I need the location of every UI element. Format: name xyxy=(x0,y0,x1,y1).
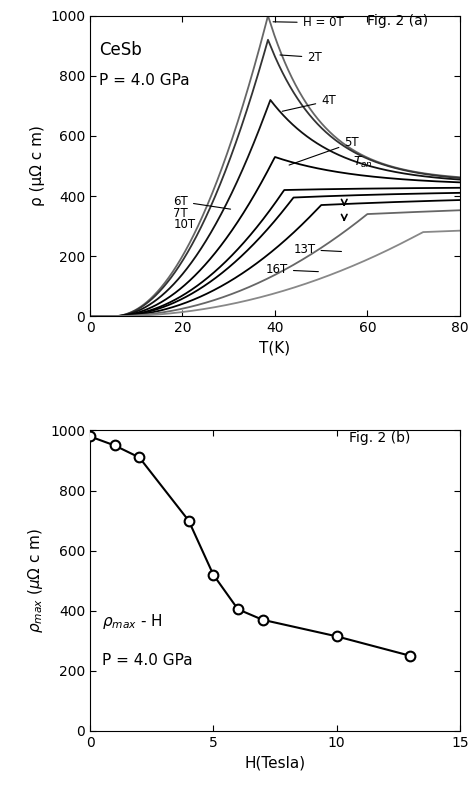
Text: 2T: 2T xyxy=(280,51,322,64)
Text: 6T: 6T xyxy=(173,195,230,209)
Text: 5T: 5T xyxy=(289,137,359,165)
Text: 4T: 4T xyxy=(282,94,336,112)
X-axis label: T(K): T(K) xyxy=(259,340,291,356)
Text: H = 0T: H = 0T xyxy=(273,17,343,29)
Y-axis label: ρ (μΩ c m): ρ (μΩ c m) xyxy=(29,126,45,207)
X-axis label: H(Tesla): H(Tesla) xyxy=(245,755,305,770)
Text: $T_{an}$: $T_{an}$ xyxy=(354,155,374,170)
Y-axis label: $\rho_{max}$ ($\mu\Omega$ c m): $\rho_{max}$ ($\mu\Omega$ c m) xyxy=(26,528,45,634)
Text: P = 4.0 GPa: P = 4.0 GPa xyxy=(102,653,193,668)
Text: $\rho_{max}$ - H: $\rho_{max}$ - H xyxy=(102,612,163,631)
Text: Fig. 2 (b): Fig. 2 (b) xyxy=(349,432,410,446)
Text: 13T: 13T xyxy=(293,243,341,256)
Text: CeSb: CeSb xyxy=(99,41,142,59)
Text: Fig. 2 (a): Fig. 2 (a) xyxy=(367,13,428,28)
Text: 16T: 16T xyxy=(265,263,319,276)
Text: P = 4.0 GPa: P = 4.0 GPa xyxy=(99,73,190,88)
Text: 10T: 10T xyxy=(173,218,195,230)
Text: 7T: 7T xyxy=(173,207,188,220)
